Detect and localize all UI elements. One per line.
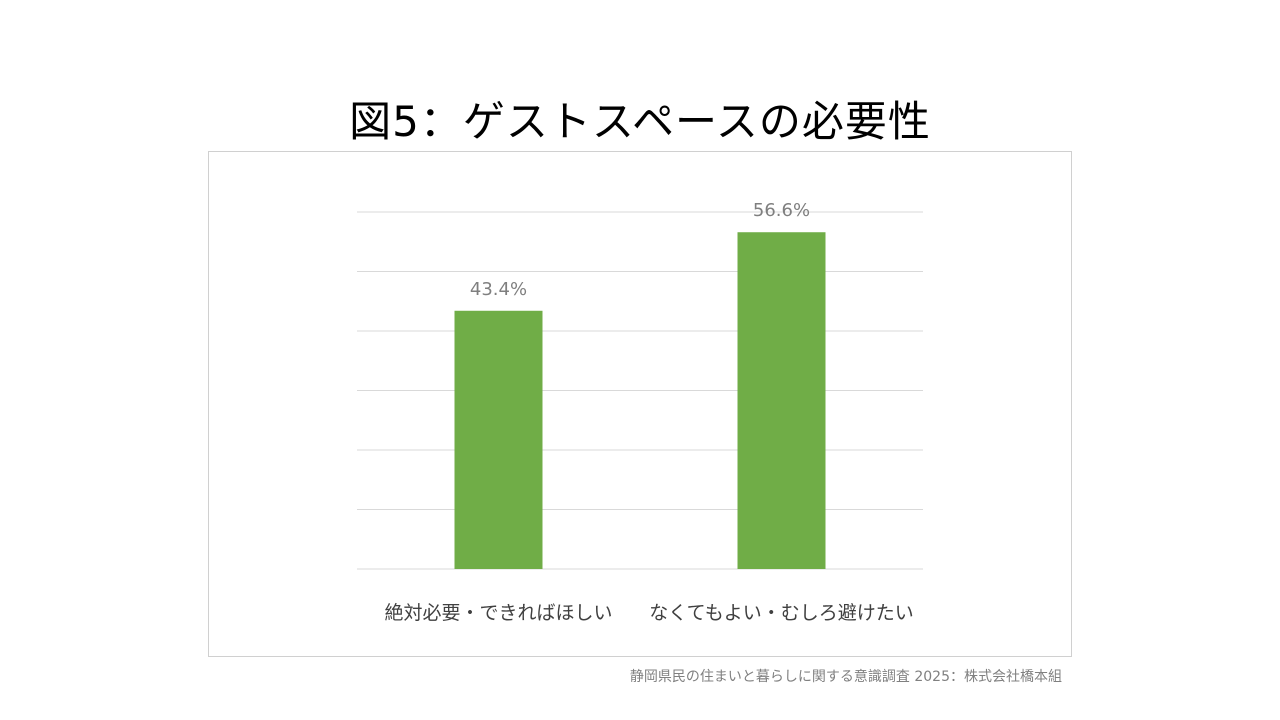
bar-2 xyxy=(737,232,826,569)
chart-title: 図5：ゲストスペースの必要性 xyxy=(349,97,931,146)
source-note: 静岡県民の住まいと暮らしに関する意識調査 2025：株式会社橋本組 xyxy=(629,669,1062,685)
bar-1 xyxy=(454,310,543,569)
chart-frame: 43.4% 絶対必要・できればほしい 56.6% なくてもよい・むしろ避けたい xyxy=(208,151,1072,657)
data-label-2: 56.6% xyxy=(753,200,810,221)
category-label-2: なくてもよい・むしろ避けたい xyxy=(649,602,913,624)
data-label-1: 43.4% xyxy=(470,279,527,300)
bar-chart: 43.4% 絶対必要・できればほしい 56.6% なくてもよい・むしろ避けたい xyxy=(357,200,923,624)
category-label-1: 絶対必要・できればほしい xyxy=(384,602,612,624)
